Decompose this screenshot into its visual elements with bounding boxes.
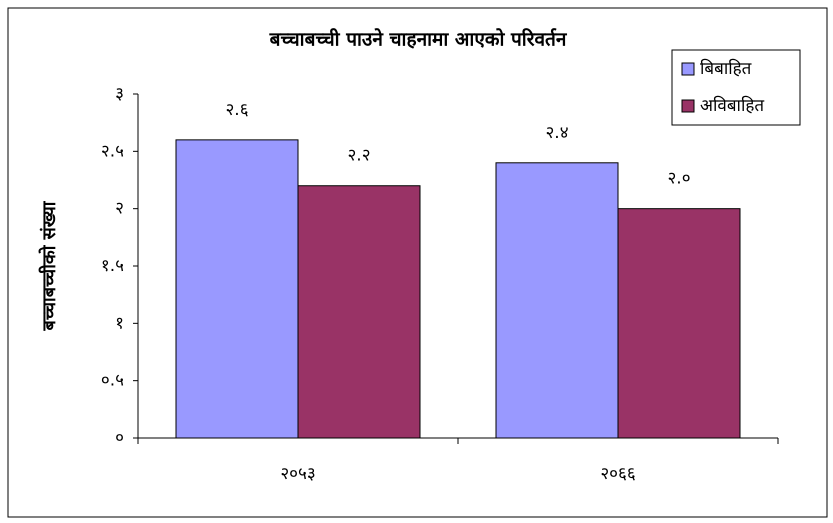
legend-label: बिबाहित (700, 58, 752, 79)
bar (617, 208, 741, 439)
y-tick-label: ० (115, 428, 124, 448)
y-tick-label: १.५ (101, 256, 124, 276)
bar (495, 162, 619, 439)
y-tick-label: १ (115, 313, 124, 333)
y-tick-label: २.५ (101, 141, 124, 161)
y-axis-label: बच्चाबच्चीको संख्या (38, 200, 60, 331)
x-tick-label: २०६६ (600, 464, 636, 484)
legend-swatch (681, 62, 695, 76)
chart-title: बच्चाबच्ची पाउने चाहनामा आएको परिवर्तन (269, 28, 568, 51)
y-tick-label: २ (115, 199, 124, 219)
value-label: २.२ (347, 146, 370, 166)
legend-label: अविबाहित (700, 95, 764, 116)
y-tick-label: ३ (115, 84, 124, 104)
value-label: २.६ (225, 100, 248, 120)
y-tick-label: ०.५ (101, 371, 124, 391)
bar (175, 139, 299, 439)
value-label: २.४ (545, 123, 568, 143)
legend-swatch (681, 99, 695, 113)
bar (297, 185, 421, 439)
value-label: २.० (667, 169, 690, 189)
x-tick-label: २०५३ (280, 464, 315, 484)
